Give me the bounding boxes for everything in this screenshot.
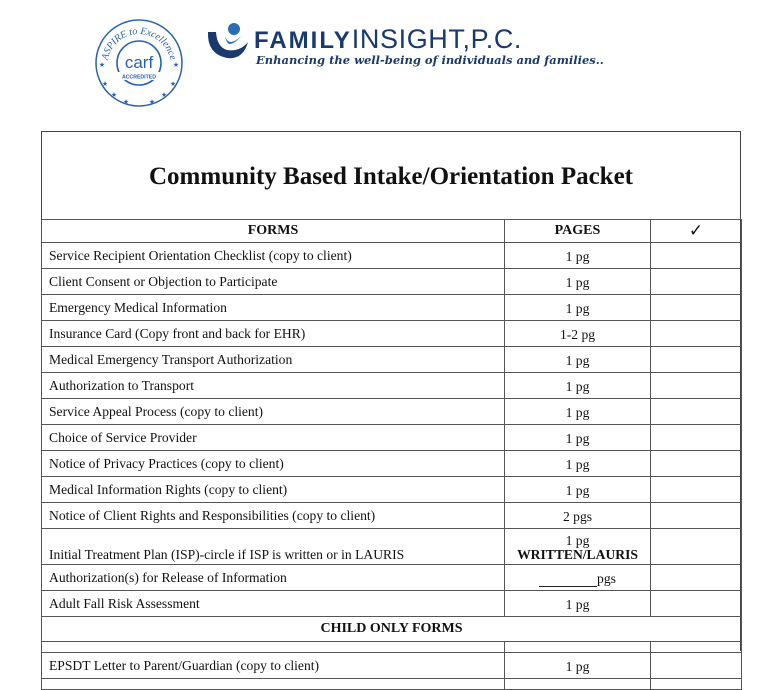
form-name: EPSDT Letter to Parent/Guardian (copy to… [41, 652, 505, 679]
table-row: Medical Emergency Transport Authorizatio… [41, 346, 742, 373]
form-pages: 1-2 pg [504, 320, 651, 347]
table-row: Notice of Privacy Practices (copy to cli… [41, 450, 742, 477]
seal-band-text: ACCREDITED [122, 75, 156, 81]
form-pages-isp: 1 pg WRITTEN/LAURIS [504, 528, 651, 565]
form-pages: 1 pg [504, 476, 651, 503]
form-name: Notice of Client Rights and Responsibili… [41, 502, 505, 529]
svg-text:★: ★ [170, 80, 176, 88]
check-cell[interactable] [650, 564, 742, 591]
form-pages: 1 pg [504, 590, 651, 617]
spacer-row [41, 678, 742, 690]
form-name: Service Recipient Orientation Checklist … [41, 242, 505, 269]
form-pages: 1 pg [504, 294, 651, 321]
svg-text:★: ★ [173, 61, 179, 69]
form-name: Insurance Card (Copy front and back for … [41, 320, 505, 347]
seal-stars: ★ ★ ★ ★ ★ ★ ★ ★ [99, 61, 179, 106]
form-pages: 1 pg [504, 398, 651, 425]
svg-text:★: ★ [149, 98, 155, 106]
brand-name-bold: FAMILY [254, 27, 352, 54]
brand-name-light: INSIGHT,P.C. [351, 24, 523, 54]
table-row: Notice of Client Rights and Responsibili… [41, 502, 742, 529]
svg-text:★: ★ [161, 91, 167, 99]
check-cell[interactable] [650, 476, 742, 503]
forms-table: FORMS PAGES ✓ Service Recipient Orientat… [41, 219, 742, 690]
check-cell[interactable] [650, 450, 742, 477]
form-name: Medical Emergency Transport Authorizatio… [41, 346, 505, 373]
spacer-row [41, 641, 742, 653]
check-cell[interactable] [650, 268, 742, 295]
pages-unit: pgs [597, 571, 616, 586]
check-cell[interactable] [650, 652, 742, 679]
check-cell[interactable] [650, 320, 742, 347]
form-pages: 1 pg [504, 346, 651, 373]
family-insight-logo-icon [207, 23, 248, 59]
check-cell[interactable] [650, 528, 742, 565]
svg-text:★: ★ [123, 98, 129, 106]
table-header-row: FORMS PAGES ✓ [41, 219, 742, 243]
brand-tagline: Enhancing the well-being of individuals … [256, 53, 604, 67]
table-row: Choice of Service Provider 1 pg [41, 424, 742, 451]
form-name: Notice of Privacy Practices (copy to cli… [41, 450, 505, 477]
form-pages: 1 pg [504, 372, 651, 399]
form-pages: 1 pg [504, 242, 651, 269]
form-pages: 1 pg [504, 268, 651, 295]
release-row: Authorization(s) for Release of Informat… [41, 564, 742, 591]
svg-text:★: ★ [111, 91, 117, 99]
carf-accreditation-seal: ASPIRE to Excellence carf ACCREDITED ★ ★… [95, 19, 183, 107]
form-pages: 1 pg [504, 424, 651, 451]
form-pages: 1 pg [504, 450, 651, 477]
check-cell[interactable] [650, 242, 742, 269]
form-name: Medical Information Rights (copy to clie… [41, 476, 505, 503]
table-row: Client Consent or Objection to Participa… [41, 268, 742, 295]
check-cell[interactable] [650, 424, 742, 451]
pages-blank-line[interactable] [539, 574, 598, 587]
check-cell[interactable] [650, 502, 742, 529]
form-name: Authorization to Transport [41, 372, 505, 399]
isp-row: Initial Treatment Plan (ISP)-circle if I… [41, 528, 742, 565]
check-cell[interactable] [650, 398, 742, 425]
form-name: Authorization(s) for Release of Informat… [41, 564, 505, 591]
check-cell[interactable] [650, 294, 742, 321]
form-pages-release: pgs [504, 564, 651, 591]
check-cell[interactable] [650, 346, 742, 373]
pages-column-header: PAGES [504, 219, 651, 243]
table-row: Insurance Card (Copy front and back for … [41, 320, 742, 347]
form-name: Service Appeal Process (copy to client) [41, 398, 505, 425]
table-row: Service Appeal Process (copy to client) 1… [41, 398, 742, 425]
table-row: Adult Fall Risk Assessment 1 pg [41, 590, 742, 617]
svg-text:★: ★ [102, 80, 108, 88]
table-row: Authorization to Transport 1 pg [41, 372, 742, 399]
checkmark-icon: ✓ [688, 221, 704, 241]
child-section-title: CHILD ONLY FORMS [41, 616, 742, 642]
form-pages: 1 pg [504, 652, 651, 679]
brand-name: FAMILYINSIGHT,P.C. [254, 26, 522, 53]
isp-pages-line1: 1 pg [565, 533, 590, 548]
table-row: EPSDT Letter to Parent/Guardian (copy to… [41, 652, 742, 679]
form-name: Client Consent or Objection to Participa… [41, 268, 505, 295]
table-row: Medical Information Rights (copy to clie… [41, 476, 742, 503]
packet-title: Community Based Intake/Orientation Packe… [148, 163, 634, 190]
table-row: Service Recipient Orientation Checklist … [41, 242, 742, 269]
svg-text:★: ★ [99, 61, 105, 69]
check-cell[interactable] [650, 590, 742, 617]
check-cell[interactable] [650, 372, 742, 399]
form-name: Emergency Medical Information [41, 294, 505, 321]
forms-column-header: FORMS [41, 219, 505, 243]
intake-packet-page: ASPIRE to Excellence carf ACCREDITED ★ ★… [41, 19, 742, 690]
check-column-header: ✓ [650, 219, 742, 243]
form-pages: 2 pgs [504, 502, 651, 529]
isp-written-lauris: WRITTEN/LAURIS [517, 547, 638, 562]
form-name: Adult Fall Risk Assessment [41, 590, 505, 617]
seal-center-text: carf [125, 53, 154, 72]
form-name: Choice of Service Provider [41, 424, 505, 451]
form-name: Initial Treatment Plan (ISP)-circle if I… [41, 528, 505, 565]
child-section-header: CHILD ONLY FORMS [41, 616, 742, 642]
table-row: Emergency Medical Information 1 pg [41, 294, 742, 321]
